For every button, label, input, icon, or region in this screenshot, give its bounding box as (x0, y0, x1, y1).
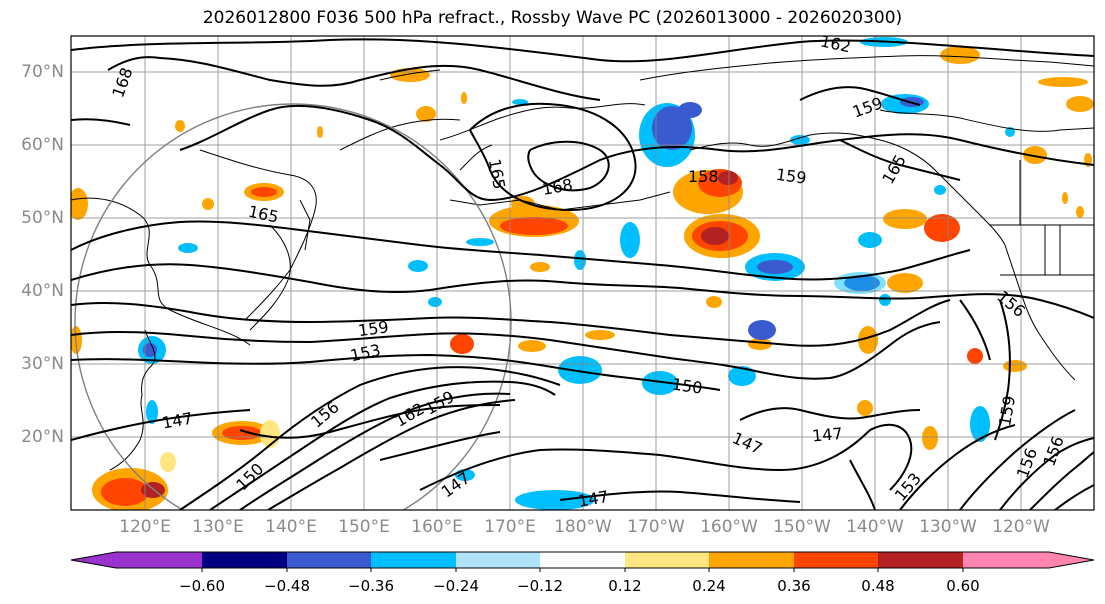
lon-label: 160°W (700, 517, 758, 537)
colorbar-ticks (201, 568, 964, 572)
colorbar-outline (70, 551, 1095, 569)
contour-label: 159 (775, 165, 808, 188)
lat-label: 40°N (21, 281, 64, 301)
colorbar-tick-label: 0.24 (692, 577, 726, 595)
colorbar-tick-label: 0.36 (777, 577, 811, 595)
colorbar-segment (456, 552, 540, 568)
contour-label: 150 (232, 459, 267, 494)
colorbar-segment (878, 552, 963, 568)
contour-label: 153 (891, 469, 925, 505)
contour-label: 159 (357, 317, 390, 340)
contour-label: 156 (1039, 433, 1067, 468)
positive-patches (71, 46, 1094, 510)
contour-label: 147 (729, 428, 765, 458)
map-title: 2026012800 F036 500 hPa refract., Rossby… (202, 8, 903, 28)
contour-label: 159 (850, 93, 885, 121)
contour-label: 156 (993, 287, 1029, 321)
lon-label: 180°W (554, 517, 612, 537)
lat-label: 70°N (21, 62, 64, 82)
contour-label: 168 (541, 175, 574, 199)
lat-label: 50°N (21, 208, 64, 228)
colorbar-segment (540, 552, 625, 568)
contour-label: 165 (485, 157, 509, 190)
colorbar-tick-label: −0.24 (433, 577, 479, 595)
colorbar-segment (202, 552, 287, 568)
lon-label: 150°W (773, 517, 831, 537)
lon-label: 130°W (919, 517, 977, 537)
map-frame (70, 35, 1095, 511)
colorbar-segment (116, 552, 202, 568)
lon-label: 160°E (411, 517, 463, 537)
colorbar-segment (71, 552, 116, 568)
lon-label: 120°W (992, 517, 1050, 537)
colorbar-segment (794, 552, 878, 568)
colorbar-segment (625, 552, 709, 568)
colorbar-segment (709, 552, 794, 568)
colorbar-segment (371, 552, 456, 568)
colorbar-tick-label: −0.12 (517, 577, 563, 595)
lon-label: 170°W (627, 517, 685, 537)
contour-label: 158 (688, 167, 719, 186)
lon-label: 130°E (192, 517, 244, 537)
contour-label: 147 (577, 487, 610, 511)
contour-label: 147 (811, 424, 843, 446)
colorbar-tick-label: −0.36 (348, 577, 394, 595)
lon-label: 140°W (846, 517, 904, 537)
colorbar-tick-label: 0.60 (946, 577, 980, 595)
refractivity-contours (71, 38, 1094, 510)
contour-label: 153 (349, 340, 383, 365)
colorbar-tick-label: −0.60 (179, 577, 225, 595)
shading-layer (71, 37, 1094, 510)
contour-label: 168 (108, 65, 136, 100)
colorbar-segment (963, 552, 1049, 568)
contour-label: 162 (819, 31, 853, 56)
contour-label: 147 (161, 409, 194, 433)
lon-label: 120°E (119, 517, 171, 537)
lon-label: 170°E (484, 517, 536, 537)
colorbar-segment (287, 552, 371, 568)
colorbar-segment (1049, 552, 1094, 568)
colorbar-tick-label: 0.48 (861, 577, 895, 595)
lon-label: 140°E (265, 517, 317, 537)
colorbar-tick-label: −0.48 (264, 577, 310, 595)
contour-label: 159 (422, 387, 458, 419)
contour-label: 159 (995, 394, 1019, 427)
lat-label: 60°N (21, 135, 64, 155)
reference-circle (74, 103, 512, 510)
lat-label: 30°N (21, 354, 64, 374)
lon-label: 150°E (338, 517, 390, 537)
colorbar (70, 551, 1095, 572)
lat-label: 20°N (21, 427, 64, 447)
colorbar-tick-label: 0.12 (608, 577, 642, 595)
contour-label: 150 (671, 375, 704, 398)
contour-label: 165 (878, 151, 910, 187)
contour-label: 165 (247, 202, 281, 227)
